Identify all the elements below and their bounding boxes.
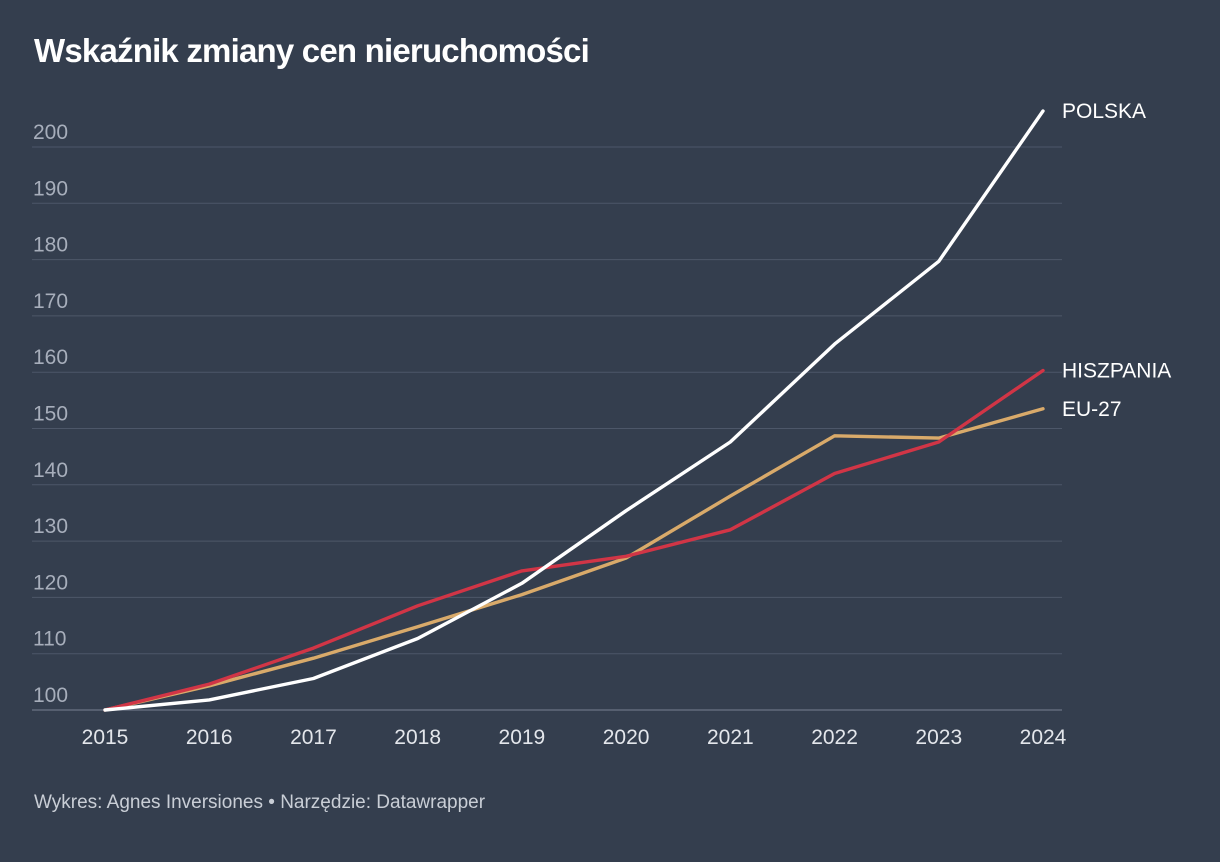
x-tick-label: 2017 (290, 726, 337, 749)
y-tick-label: 190 (33, 177, 68, 200)
series-lines (103, 109, 1045, 712)
x-tick-label: 2021 (707, 726, 754, 749)
x-tick-label: 2018 (394, 726, 441, 749)
gridlines (32, 146, 1062, 711)
y-tick-label: 170 (33, 290, 68, 313)
y-tick-label: 120 (33, 571, 68, 594)
y-tick-label: 160 (33, 346, 68, 369)
y-tick-label: 150 (33, 403, 68, 426)
x-tick-label: 2022 (811, 726, 858, 749)
x-tick-label: 2023 (915, 726, 962, 749)
y-tick-label: 180 (33, 234, 68, 257)
y-tick-label: 100 (33, 684, 68, 707)
source-footer: Wykres: Agnes Inversiones • Narzędzie: D… (34, 792, 486, 813)
series-line-polska (103, 109, 1045, 712)
x-tick-label: 2015 (82, 726, 129, 749)
x-tick-label: 2024 (1020, 726, 1067, 749)
x-tick-label: 2016 (186, 726, 233, 749)
x-tick-label: 2019 (499, 726, 546, 749)
y-tick-label: 200 (33, 121, 68, 144)
x-axis-ticks: 2015 2016 2017 2018 2019 2020 2021 2022 2023 2024 (82, 726, 1067, 749)
y-tick-label: 130 (33, 515, 68, 538)
x-tick-label: 2020 (603, 726, 650, 749)
series-labels: EU-27 HISZPANIA POLSKA (1062, 100, 1171, 421)
y-tick-label: 140 (33, 459, 68, 482)
series-label-polska: POLSKA (1062, 100, 1146, 123)
series-line-hiszpania (103, 368, 1045, 712)
chart-title: Wskaźnik zmiany cen nieruchomości (34, 32, 590, 69)
series-label-eu-27: EU-27 (1062, 398, 1122, 421)
y-tick-label: 110 (33, 628, 66, 651)
y-axis-ticks: 100 110 120 130 140 150 160 170 180 190 200 (33, 121, 68, 707)
series-label-hiszpania: HISZPANIA (1062, 360, 1171, 383)
series-line-eu-27 (103, 407, 1045, 712)
